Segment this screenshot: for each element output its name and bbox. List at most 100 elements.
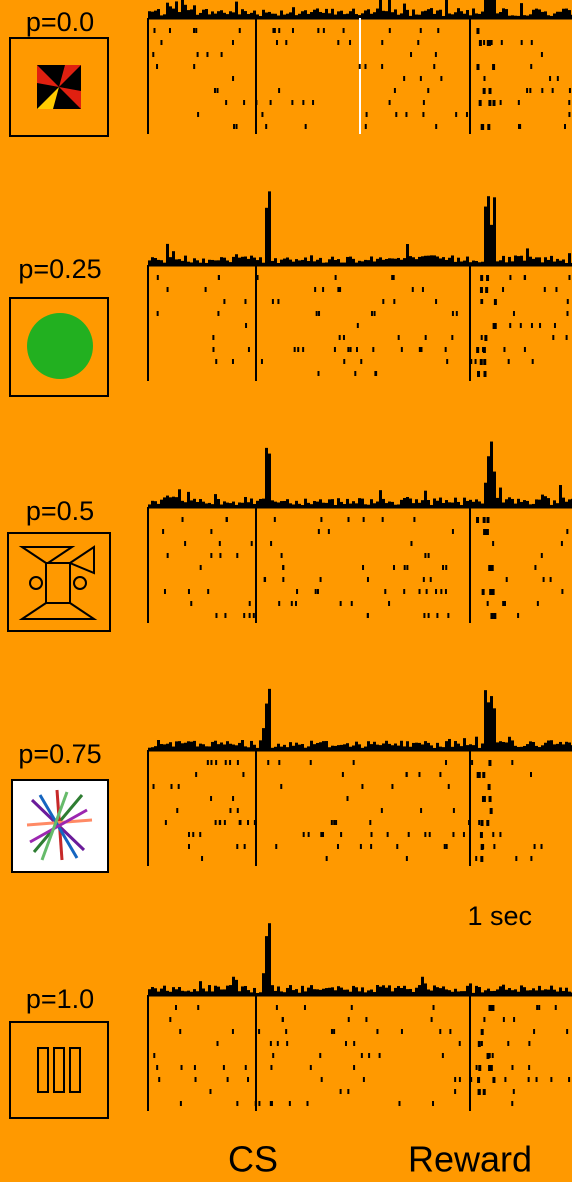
raster-texture <box>488 1065 491 1071</box>
raster-texture <box>568 112 570 117</box>
raster-texture <box>531 323 533 328</box>
raster-texture <box>436 613 438 618</box>
raster-texture <box>483 1089 486 1095</box>
raster-texture <box>278 88 280 93</box>
raster-texture <box>193 28 195 33</box>
raster-texture <box>442 1053 444 1058</box>
raster-texture <box>489 796 492 802</box>
raster-texture <box>353 760 355 765</box>
histogram-texture <box>502 985 505 995</box>
raster-texture <box>157 311 159 316</box>
raster-texture <box>435 589 437 594</box>
raster-texture <box>511 760 513 765</box>
raster-texture <box>477 371 480 377</box>
raster-texture <box>492 1053 494 1058</box>
raster-texture <box>361 1053 363 1058</box>
raster-texture <box>194 1065 196 1070</box>
raster-texture <box>359 64 361 69</box>
raster-texture <box>488 100 491 106</box>
raster-texture <box>493 613 496 619</box>
histogram-texture <box>406 244 409 265</box>
raster-texture <box>152 52 154 57</box>
raster-texture <box>567 299 569 304</box>
raster-texture <box>566 335 568 340</box>
raster-texture <box>431 1017 433 1022</box>
raster-texture <box>555 287 557 292</box>
raster-texture <box>568 1077 570 1082</box>
raster-texture <box>337 40 339 45</box>
raster-texture <box>247 820 249 825</box>
raster-texture <box>215 613 217 618</box>
raster-texture <box>444 844 446 849</box>
raster-texture <box>219 541 221 546</box>
raster-texture <box>282 1017 284 1022</box>
panel-label: p=0.0 <box>26 7 94 37</box>
raster-texture <box>277 1041 279 1046</box>
raster-texture <box>481 1029 484 1035</box>
raster-texture <box>160 40 162 45</box>
raster-texture <box>417 40 419 45</box>
raster-texture <box>258 1101 260 1106</box>
raster-texture <box>479 100 482 106</box>
histogram-texture <box>463 738 466 750</box>
raster-texture <box>363 1077 365 1082</box>
raster-texture <box>419 347 421 352</box>
raster-texture <box>233 124 235 129</box>
raster-texture <box>195 772 197 777</box>
panel-label: p=0.75 <box>18 739 101 769</box>
raster-texture <box>518 124 520 129</box>
raster-texture <box>452 832 454 837</box>
raster-texture <box>170 784 172 789</box>
raster-texture <box>232 40 234 45</box>
raster-texture <box>478 1089 481 1095</box>
raster-texture <box>552 88 554 93</box>
raster-texture <box>466 112 468 117</box>
raster-texture <box>303 832 305 837</box>
histogram-texture <box>484 483 487 507</box>
raster-texture <box>423 577 425 582</box>
raster-texture <box>353 1065 355 1070</box>
raster-texture <box>210 760 212 765</box>
raster-texture <box>351 601 353 606</box>
raster-texture <box>568 100 570 105</box>
raster-texture <box>360 359 362 364</box>
raster-texture <box>278 601 280 606</box>
histogram-texture <box>166 244 169 265</box>
raster-texture <box>391 784 393 789</box>
raster-texture <box>470 1077 472 1082</box>
raster-texture <box>508 359 510 364</box>
raster-texture <box>164 589 166 594</box>
raster-texture <box>406 856 408 861</box>
histogram-texture <box>268 191 271 265</box>
histogram-texture <box>487 196 490 265</box>
raster-texture <box>181 1065 183 1070</box>
raster-texture <box>476 517 479 523</box>
raster-texture <box>244 299 246 304</box>
raster-texture <box>254 820 256 825</box>
raster-texture <box>445 760 447 765</box>
histogram-texture <box>493 197 496 265</box>
raster-texture <box>513 311 515 316</box>
raster-texture <box>339 335 341 340</box>
raster-texture <box>207 589 209 594</box>
raster-texture <box>310 1065 312 1070</box>
raster-texture <box>381 64 383 69</box>
raster-texture <box>566 529 568 534</box>
raster-texture <box>357 323 359 328</box>
raster-texture <box>363 517 365 522</box>
histogram-texture <box>424 491 427 507</box>
raster-texture <box>180 1101 182 1106</box>
histogram-texture <box>421 977 424 995</box>
raster-texture <box>477 1077 480 1083</box>
raster-texture <box>232 796 234 801</box>
raster-texture <box>236 844 238 849</box>
raster-texture <box>479 40 482 46</box>
raster-texture <box>319 1053 321 1058</box>
raster-texture <box>530 64 532 69</box>
raster-texture <box>454 1089 456 1094</box>
raster-texture <box>179 1029 181 1034</box>
raster-texture <box>165 820 167 825</box>
raster-texture <box>564 124 566 129</box>
raster-texture <box>486 275 489 281</box>
raster-texture <box>225 760 227 765</box>
